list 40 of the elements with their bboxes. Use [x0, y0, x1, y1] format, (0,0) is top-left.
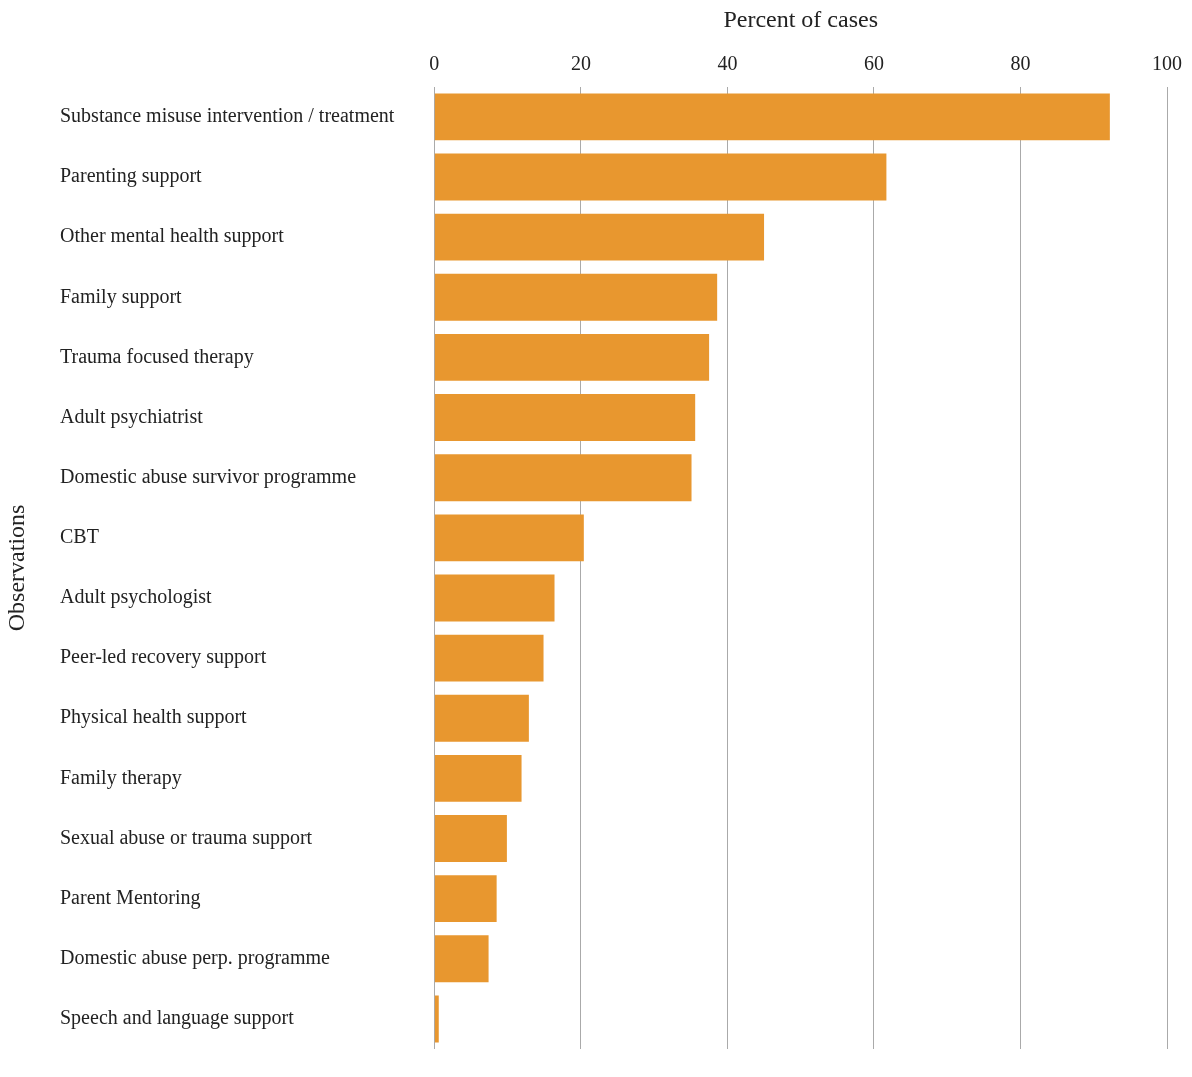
- y-tick-label: Sexual abuse or trauma support: [60, 825, 313, 849]
- y-tick-label: CBT: [60, 525, 99, 548]
- bar: [434, 995, 439, 1043]
- bar: [434, 634, 544, 682]
- x-axis-title: Percent of cases: [723, 5, 878, 32]
- bar: [434, 273, 718, 321]
- bar: [434, 754, 522, 802]
- bar: [434, 815, 507, 862]
- bar: [434, 574, 555, 622]
- y-tick-label: Domestic abuse survivor programme: [60, 464, 357, 488]
- x-tick-label: 100: [1152, 52, 1182, 75]
- bar: [434, 394, 696, 442]
- bar: [434, 153, 887, 201]
- x-tick-label: 0: [429, 52, 440, 75]
- bar: [434, 213, 765, 261]
- bar: [434, 454, 692, 502]
- y-tick-label: Family support: [60, 284, 183, 308]
- bar: [434, 935, 489, 983]
- x-tick-label: 40: [717, 52, 738, 75]
- y-tick-label: Adult psychiatrist: [60, 404, 204, 428]
- y-tick-label: Physical health support: [60, 705, 248, 729]
- y-tick-label: Other mental health support: [60, 224, 285, 248]
- y-tick-label: Trauma focused therapy: [60, 344, 254, 368]
- x-tick-label: 80: [1010, 52, 1031, 75]
- bar: [434, 694, 529, 742]
- bar: [434, 333, 710, 381]
- x-tick-label: 60: [863, 52, 884, 75]
- y-tick-label: Parenting support: [60, 164, 203, 188]
- y-tick-label: Adult psychologist: [60, 585, 213, 609]
- bar: [434, 514, 584, 562]
- y-tick-label: Speech and language support: [60, 1006, 295, 1030]
- y-tick-label: Family therapy: [60, 765, 182, 789]
- bar: [434, 93, 1110, 141]
- y-tick-label: Substance misuse intervention / treatment: [60, 104, 395, 127]
- bar: [434, 875, 497, 923]
- y-tick-label: Peer-led recovery support: [60, 645, 267, 669]
- y-tick-label: Parent Mentoring: [60, 885, 201, 909]
- y-axis-title: Observations: [3, 504, 30, 632]
- y-tick-label: Domestic abuse perp. programme: [60, 946, 331, 970]
- x-tick-label: 20: [570, 52, 591, 75]
